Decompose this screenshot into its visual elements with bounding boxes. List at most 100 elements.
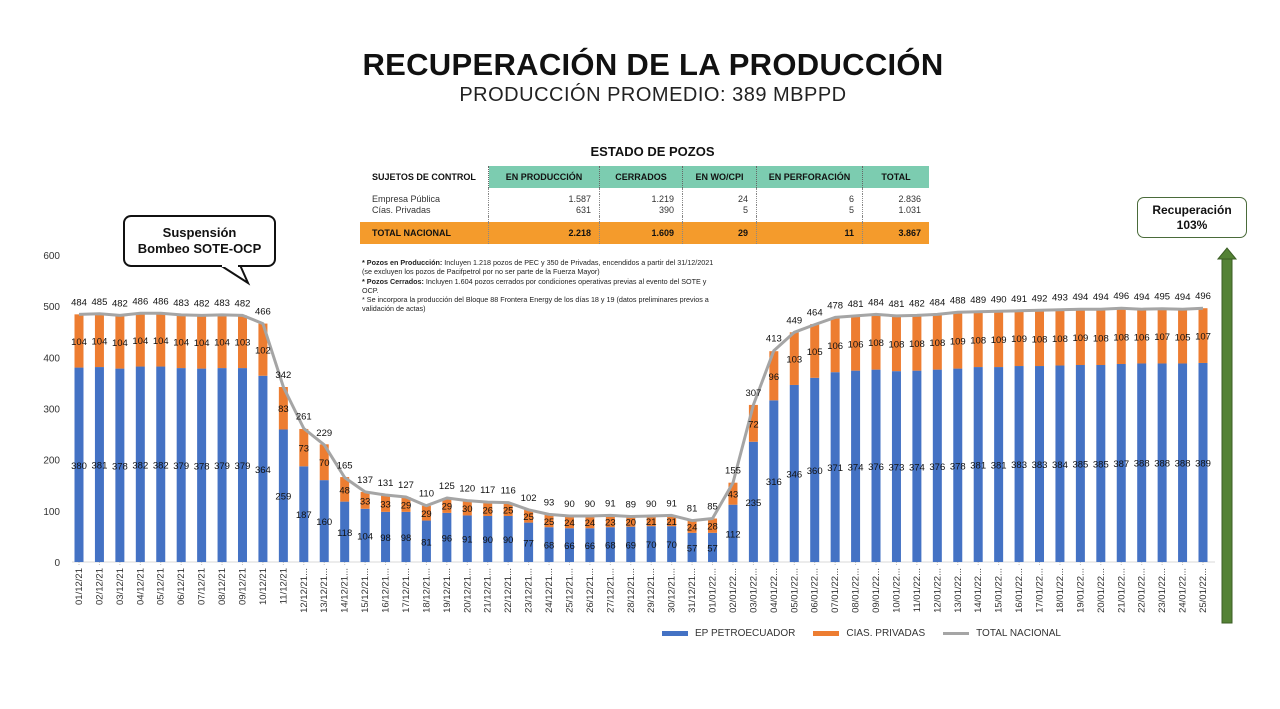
bar-ep — [585, 528, 595, 562]
bar-privadas — [728, 482, 738, 505]
data-label-privadas: 96 — [769, 372, 780, 383]
cell-value: 6 — [756, 194, 863, 205]
x-tick-label: 13/01/22... — [953, 568, 964, 613]
bar-privadas — [1096, 309, 1106, 366]
bar-ep — [953, 368, 963, 562]
bar-privadas — [278, 387, 288, 430]
data-label-privadas: 105 — [807, 347, 823, 358]
y-tick-label: 100 — [43, 507, 60, 518]
data-label-total: 91 — [666, 498, 677, 509]
data-label-ep: 104 — [357, 531, 373, 542]
x-tick-label: 10/01/22... — [891, 568, 902, 613]
data-label-ep: 187 — [296, 510, 312, 521]
bar-ep — [1035, 366, 1045, 562]
bar-ep — [1075, 365, 1085, 562]
data-label-ep: 70 — [666, 540, 677, 551]
x-tick-label: 02/12/21 — [94, 568, 105, 605]
x-tick-label: 11/01/22... — [912, 568, 923, 612]
data-label-ep: 90 — [503, 535, 514, 546]
data-label-total: 484 — [929, 297, 945, 308]
data-label-total: 131 — [378, 478, 394, 489]
bar-ep — [1096, 365, 1106, 562]
data-label-ep: 259 — [275, 492, 291, 503]
bar-privadas — [564, 515, 574, 529]
x-tick-label: 27/12/21... — [605, 568, 616, 613]
data-label-privadas: 30 — [462, 504, 473, 515]
bar-privadas — [135, 313, 145, 367]
data-label-total: 464 — [807, 308, 823, 319]
x-tick-label: 06/01/22... — [810, 568, 821, 613]
bar-privadas — [708, 518, 718, 533]
header-drilling: EN PERFORACIÓN — [756, 166, 863, 188]
data-label-total: 484 — [868, 297, 884, 308]
x-tick-label: 08/01/22... — [851, 568, 862, 613]
footnote: * Se incorpora la producción del Bloque … — [362, 295, 709, 314]
data-label-ep: 379 — [173, 461, 189, 472]
bar-privadas — [197, 315, 207, 369]
row-label: Cías. Privadas — [372, 205, 431, 215]
total-value: 2.218 — [488, 222, 600, 244]
data-label-total: 494 — [1072, 292, 1088, 303]
data-label-privadas: 104 — [194, 338, 210, 349]
data-label-total: 486 — [153, 296, 169, 307]
bar-privadas — [176, 314, 186, 369]
data-label-ep: 98 — [380, 533, 391, 544]
data-label-total: 342 — [275, 370, 291, 381]
data-label-ep: 68 — [605, 541, 616, 552]
chart-legend: EP PETROECUADOR CIAS. PRIVADAS TOTAL NAC… — [662, 628, 1061, 639]
total-value: 11 — [756, 222, 863, 244]
legend-label: TOTAL NACIONAL — [976, 628, 1061, 639]
y-tick-label: 500 — [43, 302, 60, 313]
bar-ep — [1137, 363, 1147, 562]
bar-ep — [851, 370, 861, 562]
x-tick-label: 07/01/22... — [830, 568, 841, 613]
data-label-privadas: 106 — [848, 340, 864, 351]
bar-privadas — [646, 515, 656, 527]
data-label-total: 90 — [585, 499, 596, 510]
x-tick-label: 14/12/21... — [340, 568, 351, 613]
bar-ep — [442, 512, 452, 562]
x-tick-label: 12/01/22... — [932, 568, 943, 613]
data-label-ep: 385 — [1072, 460, 1088, 471]
cell-value: 390 — [599, 205, 683, 216]
data-label-total: 261 — [296, 411, 312, 422]
bar-ep — [1014, 366, 1024, 562]
x-tick-label: 19/12/21... — [442, 568, 453, 613]
data-label-privadas: 29 — [442, 501, 453, 512]
data-label-total: 137 — [357, 475, 373, 486]
data-label-total: 492 — [1032, 293, 1048, 304]
bar-ep — [237, 368, 247, 562]
bar-privadas — [421, 505, 431, 521]
bar-ep — [197, 368, 207, 562]
header-closed: CERRADOS — [599, 166, 683, 188]
legend-label: CIAS. PRIVADAS — [846, 628, 926, 639]
data-label-privadas: 106 — [827, 341, 843, 352]
data-label-total: 89 — [625, 499, 636, 510]
data-label-total: 413 — [766, 334, 782, 345]
recovery-value: 103% — [1176, 218, 1208, 232]
series-total-nacional — [78, 306, 1204, 523]
x-tick-label: 04/12/21 — [135, 568, 146, 605]
data-label-ep: 379 — [235, 461, 251, 472]
total-label: TOTAL NACIONAL — [360, 222, 489, 244]
data-label-total: 486 — [132, 296, 148, 307]
data-label-total: 483 — [173, 298, 189, 309]
data-label-privadas: 23 — [605, 517, 616, 528]
x-tick-label: 29/12/21... — [646, 568, 657, 613]
bar-privadas — [891, 315, 901, 372]
total-line — [78, 306, 1204, 523]
x-tick-label: 16/01/22... — [1014, 568, 1025, 613]
bar-privadas — [237, 315, 247, 369]
bar-ep — [74, 367, 84, 562]
legend-label: EP PETROECUADOR — [695, 628, 796, 639]
bar-privadas — [1178, 309, 1188, 364]
data-label-privadas: 109 — [950, 337, 966, 348]
bar-ep — [156, 366, 166, 562]
x-tick-label: 12/12/21... — [299, 568, 310, 613]
x-tick-label: 11/12/21 — [278, 568, 289, 604]
footnotes: * Pozos en Producción: Incluyen 1.218 po… — [362, 258, 717, 314]
bar-privadas — [851, 316, 861, 371]
y-tick-label: 400 — [43, 353, 60, 364]
data-label-privadas: 108 — [1113, 332, 1129, 343]
bar-privadas — [1055, 310, 1065, 366]
